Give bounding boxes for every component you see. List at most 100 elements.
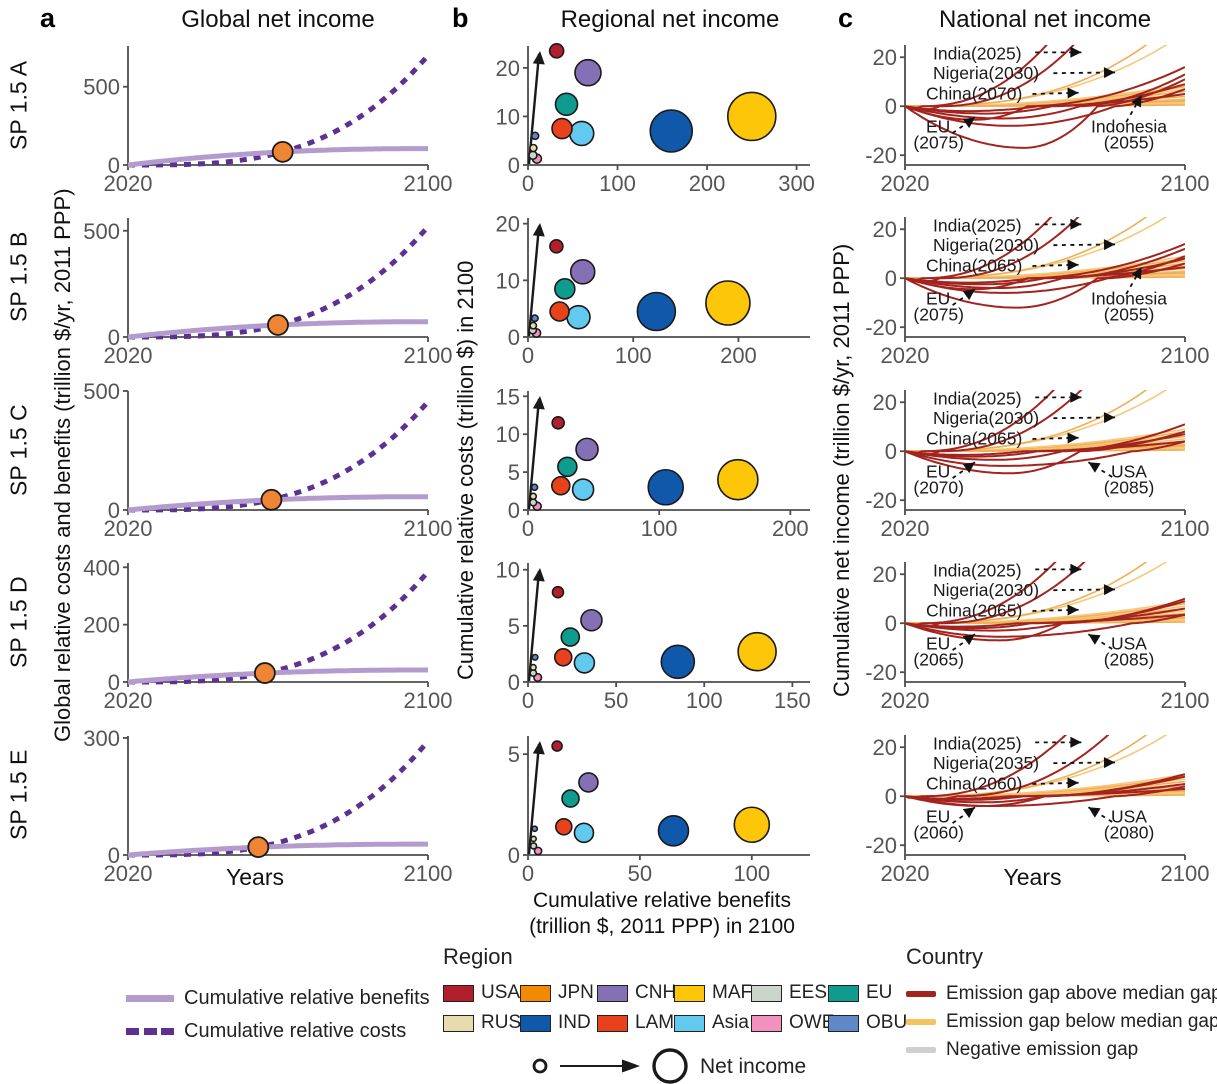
- x-tick-label: 50: [628, 861, 652, 886]
- bubble-eu: [557, 456, 578, 478]
- annotation-label: Nigeria(2030): [933, 580, 1039, 600]
- annotation-label: China(2065): [926, 600, 1022, 620]
- bubble-asia: [568, 120, 595, 147]
- x-tick-label: 2020: [104, 171, 153, 196]
- ind-swatch: [520, 1014, 551, 1032]
- y-tick-label: 500: [83, 379, 120, 404]
- x-tick-label: 50: [604, 688, 628, 713]
- bubble-obu: [530, 483, 539, 492]
- x-tick-label: 2100: [404, 861, 453, 886]
- arrowhead-icon: [1131, 95, 1142, 108]
- region-legend: USA JPN CNH MAF EES EU RUS IND LAM Asia …: [443, 978, 907, 1038]
- panel-letter-b: b: [452, 3, 469, 33]
- small-circle-icon: [532, 1058, 548, 1074]
- annotation-label: (2055): [1104, 132, 1155, 152]
- arrowhead-icon: [1067, 87, 1079, 99]
- annotation-label: India(2025): [933, 734, 1022, 754]
- maf-swatch: [674, 984, 705, 1002]
- negative-gap-line-swatch: [906, 1047, 936, 1053]
- region-item-asia: Asia: [674, 1008, 751, 1038]
- panel-letter-c: c: [838, 3, 854, 33]
- row-label-sp15b: SP 1.5 B: [5, 231, 32, 323]
- y-tick-label: -20: [865, 660, 897, 685]
- bubble-eu: [554, 92, 579, 117]
- x-tick-label: 100: [686, 688, 723, 713]
- bubble-lam: [553, 648, 573, 667]
- eu-swatch: [828, 984, 859, 1002]
- annotation-label: Indonesia: [1091, 288, 1167, 308]
- region-item-usa: USA: [443, 978, 520, 1008]
- region-item-ind: IND: [520, 1008, 597, 1038]
- y-tick-label: 0: [885, 611, 897, 636]
- x-tick-label: 200: [772, 516, 809, 541]
- y-tick-label: 500: [83, 75, 120, 100]
- legend-item-benefits: Cumulative relative benefits: [126, 982, 430, 1015]
- axis-label-b-x-line1: Cumulative relative benefits: [533, 889, 791, 912]
- ees-swatch: [751, 984, 782, 1002]
- arrowhead-icon: [1070, 391, 1082, 403]
- breakeven-dot: [267, 314, 289, 336]
- bubble-cnh: [578, 772, 599, 793]
- chart-global-sp15e: 0 300 2020 2100: [83, 726, 452, 886]
- bubble-cnh: [569, 259, 596, 285]
- region-item-ees: EES: [751, 978, 828, 1008]
- bubble-obu: [531, 825, 539, 833]
- rus-swatch: [443, 1014, 474, 1032]
- costs-curve: [128, 569, 430, 685]
- below-median-curve: [905, 735, 1148, 797]
- costs-curve: [128, 739, 430, 858]
- bubble-maf: [733, 806, 771, 844]
- arrowhead-icon: [1070, 563, 1082, 575]
- axis-label-a-y: Global relative costs and benefits (tril…: [50, 188, 75, 742]
- benefits-line-swatch: [126, 995, 174, 1002]
- x-tick-label: 0: [522, 343, 534, 368]
- annotation-label: Nigeria(2035): [933, 753, 1039, 773]
- bubble-obu: [530, 131, 540, 141]
- axis-label-b-x: Cumulative relative benefits (trillion $…: [487, 888, 837, 940]
- cnh-swatch: [597, 984, 628, 1002]
- bubble-ees: [529, 842, 538, 850]
- axis-label-c-y: Cumulative net income (trillion $/yr, 20…: [829, 243, 854, 697]
- costs-line-swatch: [126, 1028, 174, 1035]
- y-tick-label: 0: [108, 670, 120, 695]
- bubble-obu: [531, 653, 539, 661]
- annotation-label: USA: [1111, 461, 1147, 481]
- y-tick-label: -20: [865, 833, 897, 858]
- above-median-curve: [905, 45, 1075, 111]
- arrowhead-icon: [1088, 462, 1101, 473]
- breakeven-dot: [260, 488, 283, 511]
- x-tick-label: 0: [522, 171, 534, 196]
- above-median-curve: [905, 217, 1053, 282]
- arrowhead-icon: [1067, 777, 1079, 789]
- size-arrowhead-icon: [622, 1059, 640, 1073]
- above-median-curve: [905, 562, 1057, 626]
- y-tick-label: 10: [496, 558, 520, 583]
- y-tick-label: 0: [108, 843, 120, 868]
- region-item-maf: MAF: [674, 978, 752, 1008]
- usa-swatch: [443, 984, 474, 1002]
- y-tick-label: 20: [873, 390, 897, 415]
- y-tick-label: 20: [873, 735, 897, 760]
- annotation-label: EU: [926, 633, 950, 653]
- row-label-sp15c: SP 1.5 C: [5, 404, 32, 496]
- jpn-swatch: [520, 984, 551, 1002]
- bubble-lam: [555, 817, 573, 836]
- bubble-usa: [548, 43, 565, 59]
- x-tick-label: 0: [522, 688, 534, 713]
- lam-swatch: [597, 1014, 628, 1032]
- x-tick-label: 2020: [881, 343, 930, 368]
- legend-global-lines: Cumulative relative benefits Cumulative …: [126, 982, 430, 1048]
- x-tick-label: 2100: [404, 343, 453, 368]
- region-item-obu: OBU: [828, 1008, 907, 1038]
- panel-title-c: National net income: [938, 6, 1152, 33]
- region-item-cnh: CNH: [597, 978, 676, 1008]
- y-tick-label: 0: [508, 498, 520, 523]
- bubble-cnh: [575, 437, 599, 462]
- arrowhead-icon: [1103, 412, 1115, 424]
- above-median-curve: [905, 562, 1086, 627]
- bubble-asia: [573, 652, 596, 674]
